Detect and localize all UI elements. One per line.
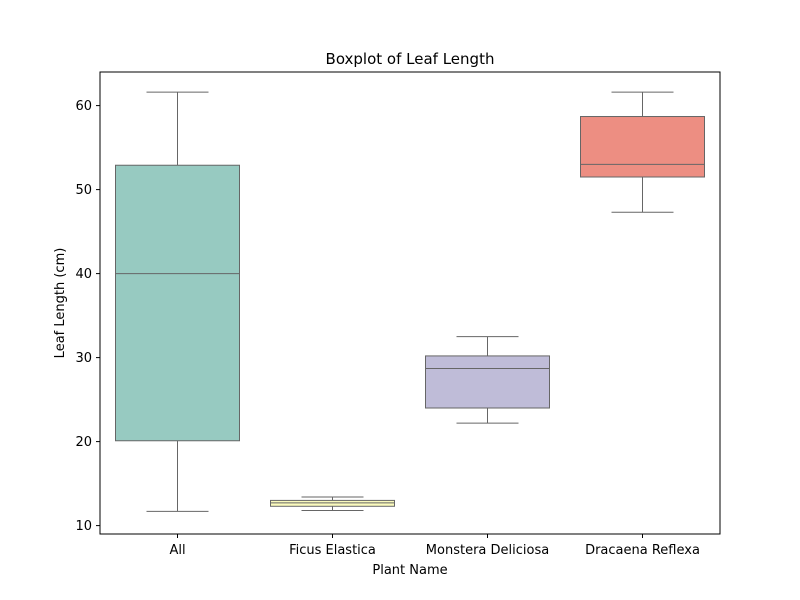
box-iqr: [580, 116, 705, 178]
x-tick-label: Dracaena Reflexa: [585, 543, 700, 558]
y-axis: 10 20 30 40 50 60: [75, 99, 100, 534]
box-group: [270, 496, 395, 511]
box-iqr: [425, 355, 550, 409]
x-axis: All Ficus Elastica Monstera Deliciosa Draca…: [169, 534, 700, 558]
box-iqr: [115, 164, 240, 442]
box-group: [115, 91, 240, 512]
box-group: [425, 336, 550, 424]
y-axis-label: Leaf Length (cm): [53, 248, 68, 359]
y-tick-label: 40: [75, 267, 92, 282]
y-tick-label: 30: [75, 351, 92, 366]
x-axis-label: Plant Name: [372, 563, 447, 578]
y-tick-label: 20: [75, 435, 92, 450]
plot-frame: [99, 71, 721, 535]
x-tick-label: Monstera Deliciosa: [426, 543, 549, 558]
y-tick-label: 60: [75, 99, 92, 114]
box-group: [580, 91, 705, 213]
plot-area: [115, 91, 705, 512]
x-tick-label: All: [169, 543, 185, 558]
y-tick-label: 50: [75, 183, 92, 198]
chart-title: Boxplot of Leaf Length: [326, 50, 495, 68]
y-tick-label: 10: [75, 519, 92, 534]
x-tick-label: Ficus Elastica: [289, 543, 376, 558]
